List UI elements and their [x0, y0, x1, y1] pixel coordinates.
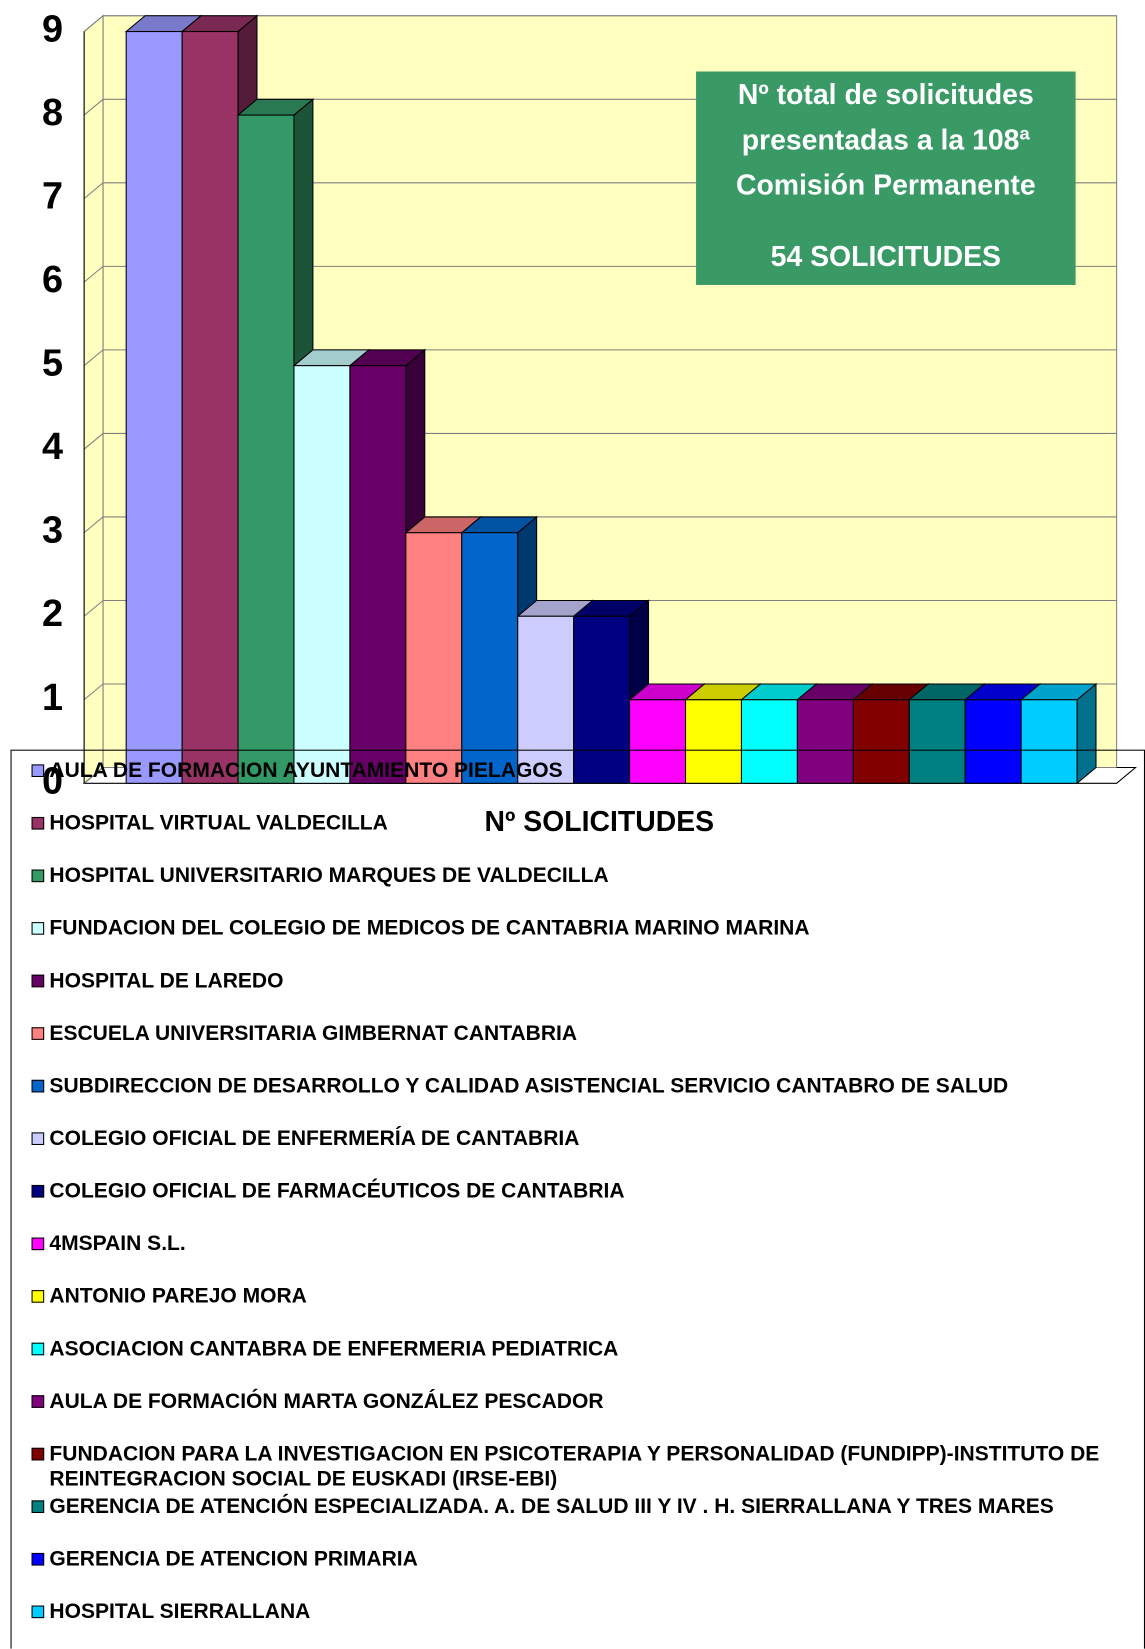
- legend-label: HOSPITAL VIRTUAL VALDECILLA: [49, 811, 388, 835]
- bar: [964, 699, 1022, 784]
- legend-item: FUNDACION DEL COLEGIO DE MEDICOS DE CANT…: [12, 916, 1144, 969]
- bar: [740, 699, 798, 784]
- legend-swatch: [31, 1079, 45, 1093]
- x-axis-title: Nº SOLICITUDES: [485, 806, 715, 838]
- grid-line: [83, 767, 104, 784]
- legend-label: COLEGIO OFICIAL DE FARMACÉUTICOS DE CANT…: [49, 1179, 625, 1203]
- legend-item: ASOCIACION CANTABRA DE ENFERMERIA PEDIAT…: [12, 1336, 1144, 1389]
- legend-swatch: [31, 922, 45, 935]
- y-tick-label: 2: [42, 593, 63, 635]
- annotation-total: 54 SOLICITUDES: [770, 240, 1001, 273]
- bar: [908, 699, 966, 784]
- legend-label: FUNDACION PARA LA INVESTIGACION EN PSICO…: [49, 1442, 1100, 1491]
- bar: [796, 699, 854, 784]
- legend-item: AULA DE FORMACIÓN MARTA GONZÁLEZ PESCADO…: [12, 1389, 1144, 1442]
- grid-line: [83, 683, 104, 701]
- y-tick-label: 3: [42, 510, 63, 552]
- grid-line: [83, 265, 104, 283]
- legend-label: SUBDIRECCION DE DESARROLLO Y CALIDAD ASI…: [49, 1074, 1009, 1098]
- legend-item: FUNDACION PARA LA INVESTIGACION EN PSICO…: [12, 1441, 1144, 1494]
- y-tick-label: 7: [42, 176, 63, 218]
- grid-line: [83, 98, 104, 116]
- legend-item: HOSPITAL SIERRALLANA: [12, 1599, 1144, 1648]
- legend-swatch: [31, 1237, 45, 1251]
- legend-item: ESCUELA UNIVERSITARIA GIMBERNAT CANTABRI…: [12, 1021, 1144, 1074]
- legend-swatch: [31, 816, 45, 830]
- grid-line: [83, 182, 104, 200]
- grid-line: [83, 600, 104, 617]
- legend-item: HOSPITAL VIRTUAL VALDECILLA: [12, 811, 1144, 864]
- legend-swatch: [31, 869, 45, 883]
- legend-item: COLEGIO OFICIAL DE ENFERMERÍA DE CANTABR…: [12, 1126, 1144, 1179]
- legend-label: COLEGIO OFICIAL DE ENFERMERÍA DE CANTABR…: [49, 1127, 580, 1151]
- annotation-text: Nº total de solicitudes presentadas a la…: [735, 78, 1036, 201]
- legend-swatch: [31, 974, 45, 988]
- legend-label: HOSPITAL DE LAREDO: [49, 969, 284, 993]
- bar: [181, 31, 239, 784]
- y-tick-label: 4: [42, 426, 63, 468]
- legend-item: COLEGIO OFICIAL DE FARMACÉUTICOS DE CANT…: [12, 1179, 1144, 1232]
- bar: [293, 365, 351, 784]
- legend-item: HOSPITAL UNIVERSITARIO MARQUES DE VALDEC…: [12, 863, 1144, 916]
- legend-swatch: [31, 1552, 45, 1566]
- legend-swatch: [31, 1184, 45, 1198]
- legend-item: GERENCIA DE ATENCION PRIMARIA: [12, 1547, 1144, 1600]
- bar: [517, 615, 575, 784]
- grid-line: [83, 433, 104, 450]
- legend-swatch: [31, 1395, 45, 1408]
- legend-item: ANTONIO PAREJO MORA: [12, 1284, 1144, 1337]
- y-tick-label: 1: [42, 677, 63, 719]
- legend-swatch: [31, 1027, 45, 1040]
- legend-item: AULA DE FORMACION AYUNTAMIENTO PIELAGOS: [12, 758, 1144, 811]
- legend-swatch: [31, 1500, 45, 1513]
- grid-line: [83, 349, 104, 367]
- y-tick-label: 6: [42, 259, 63, 301]
- legend-swatch: [31, 1342, 45, 1356]
- legend-label: 4MSPAIN S.L.: [49, 1232, 186, 1256]
- legend-swatch: [31, 764, 45, 777]
- y-tick-label: 5: [42, 343, 63, 385]
- legend-item: SUBDIRECCION DE DESARROLLO Y CALIDAD ASI…: [12, 1073, 1144, 1126]
- legend-label: ANTONIO PAREJO MORA: [49, 1284, 307, 1308]
- bar: [461, 532, 519, 784]
- bar: [349, 365, 407, 784]
- legend-label: FUNDACION DEL COLEGIO DE MEDICOS DE CANT…: [49, 916, 810, 940]
- legend: AULA DE FORMACION AYUNTAMIENTO PIELAGOS H…: [10, 749, 1145, 1649]
- grid-line: [83, 15, 104, 32]
- bar: [405, 532, 463, 784]
- y-tick-label: 0: [42, 760, 63, 802]
- bar: [852, 699, 910, 784]
- legend-label: ASOCIACION CANTABRA DE ENFERMERIA PEDIAT…: [49, 1337, 619, 1361]
- legend-label: HOSPITAL UNIVERSITARIO MARQUES DE VALDEC…: [49, 864, 609, 888]
- bar: [685, 699, 742, 784]
- legend-label: AULA DE FORMACIÓN MARTA GONZÁLEZ PESCADO…: [49, 1389, 604, 1414]
- legend-swatch: [31, 1290, 45, 1303]
- legend-swatch: [31, 1605, 45, 1619]
- legend-label: GERENCIA DE ATENCION PRIMARIA: [49, 1547, 418, 1571]
- grid-line: [83, 516, 104, 534]
- legend-label: ESCUELA UNIVERSITARIA GIMBERNAT CANTABRI…: [49, 1021, 578, 1046]
- legend-item: HOSPITAL DE LAREDO: [12, 968, 1144, 1021]
- legend-swatch: [31, 1447, 45, 1461]
- bar: [125, 31, 183, 784]
- legend-item: 4MSPAIN S.L.: [12, 1231, 1144, 1284]
- legend-label: HOSPITAL SIERRALLANA: [49, 1600, 311, 1624]
- legend-item: GERENCIA DE ATENCIÓN ESPECIALIZADA. A. D…: [12, 1494, 1144, 1547]
- y-tick-label: 8: [42, 92, 63, 134]
- bar: [1020, 699, 1078, 784]
- legend-swatch: [31, 1132, 45, 1145]
- annotation: Nº total de solicitudes presentadas a la…: [696, 71, 1076, 285]
- bar: [237, 114, 295, 784]
- side-wall: [83, 14, 104, 785]
- legend-label: AULA DE FORMACION AYUNTAMIENTO PIELAGOS: [49, 759, 563, 783]
- legend-label: GERENCIA DE ATENCIÓN ESPECIALIZADA. A. D…: [49, 1495, 1054, 1519]
- y-tick-label: 9: [42, 9, 63, 51]
